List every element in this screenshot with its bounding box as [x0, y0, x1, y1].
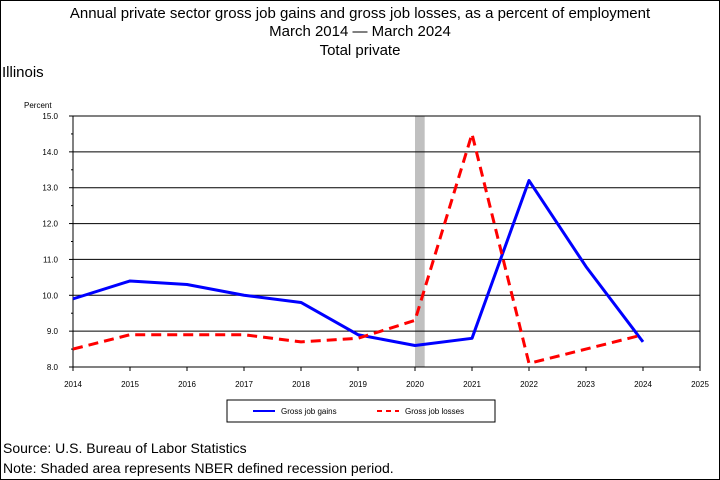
- x-tick-label: 2020: [406, 380, 424, 389]
- y-tick-label: 14.0: [42, 148, 58, 157]
- legend-gains-label: Gross job gains: [281, 407, 337, 416]
- gross-job-gains-line: [72, 179, 645, 347]
- region-label: Illinois: [2, 64, 44, 81]
- x-tick-label: 2022: [520, 380, 538, 389]
- recession-note: Note: Shaded area represents NBER define…: [3, 460, 394, 476]
- y-tick-label: 12.0: [42, 220, 58, 229]
- x-tick-label: 2019: [349, 380, 367, 389]
- chart-subtitle: Total private: [319, 42, 401, 59]
- x-tick-label: 2016: [178, 380, 196, 389]
- legend-box: [226, 399, 496, 423]
- y-axis-label: Percent: [24, 101, 52, 110]
- plot-area: [72, 115, 701, 368]
- x-tick-label: 2018: [292, 380, 310, 389]
- y-tick-label: 10.0: [42, 291, 58, 300]
- recession-band: [415, 116, 425, 367]
- x-tick-label: 2023: [577, 380, 595, 389]
- source-note: Source: U.S. Bureau of Labor Statistics: [3, 440, 247, 456]
- y-tick-label: 15.0: [42, 112, 58, 121]
- x-tick-label: 2017: [235, 380, 253, 389]
- chart-title: Annual private sector gross job gains an…: [69, 5, 651, 22]
- x-tick-label: 2014: [64, 380, 82, 389]
- y-tick-label: 8.0: [47, 363, 59, 372]
- x-tick-label: 2025: [691, 380, 709, 389]
- x-tick-label: 2015: [121, 380, 139, 389]
- y-tick-label: 11.0: [43, 255, 59, 264]
- x-tick-label: 2024: [634, 380, 652, 389]
- y-tick-label: 9.0: [47, 327, 59, 336]
- gross-job-losses-line: [72, 132, 644, 365]
- y-tick-label: 13.0: [42, 184, 58, 193]
- chart-date-range: March 2014 — March 2024: [269, 23, 451, 40]
- legend-losses-label: Gross job losses: [405, 407, 464, 416]
- x-tick-label: 2021: [463, 380, 481, 389]
